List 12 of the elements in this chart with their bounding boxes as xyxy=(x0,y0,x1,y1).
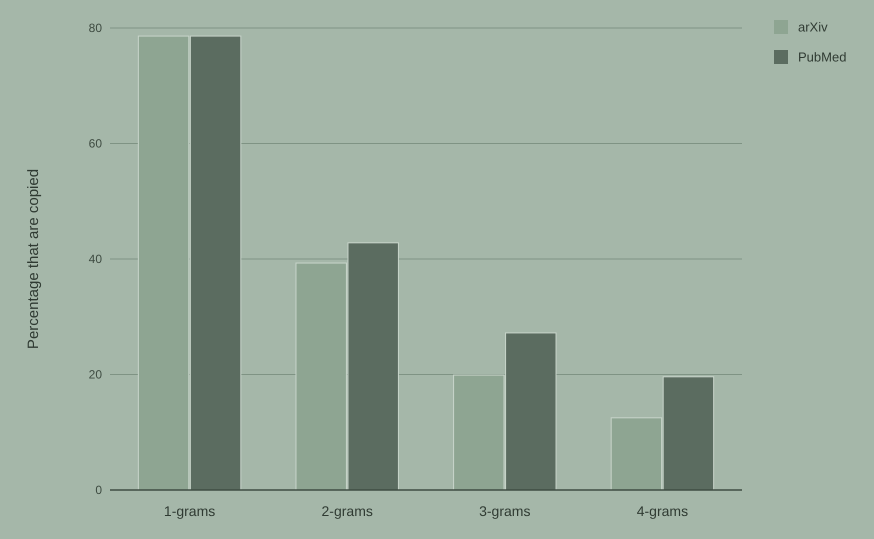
legend-label: PubMed xyxy=(798,50,846,65)
x-tick-label: 4-grams xyxy=(636,503,688,519)
y-tick-label: 40 xyxy=(88,252,102,266)
y-tick-label: 80 xyxy=(88,21,102,36)
x-tick-label: 2-grams xyxy=(322,503,373,519)
x-tick-label: 3-grams xyxy=(479,503,530,519)
x-tick-label: 1-grams xyxy=(164,503,216,519)
y-axis-title: Percentage that are copied xyxy=(25,168,42,350)
y-tick-label: 20 xyxy=(88,368,102,382)
y-tick-label: 0 xyxy=(95,483,102,498)
y-tick-label: 60 xyxy=(88,136,102,151)
legend-label: arXiv xyxy=(798,20,828,35)
